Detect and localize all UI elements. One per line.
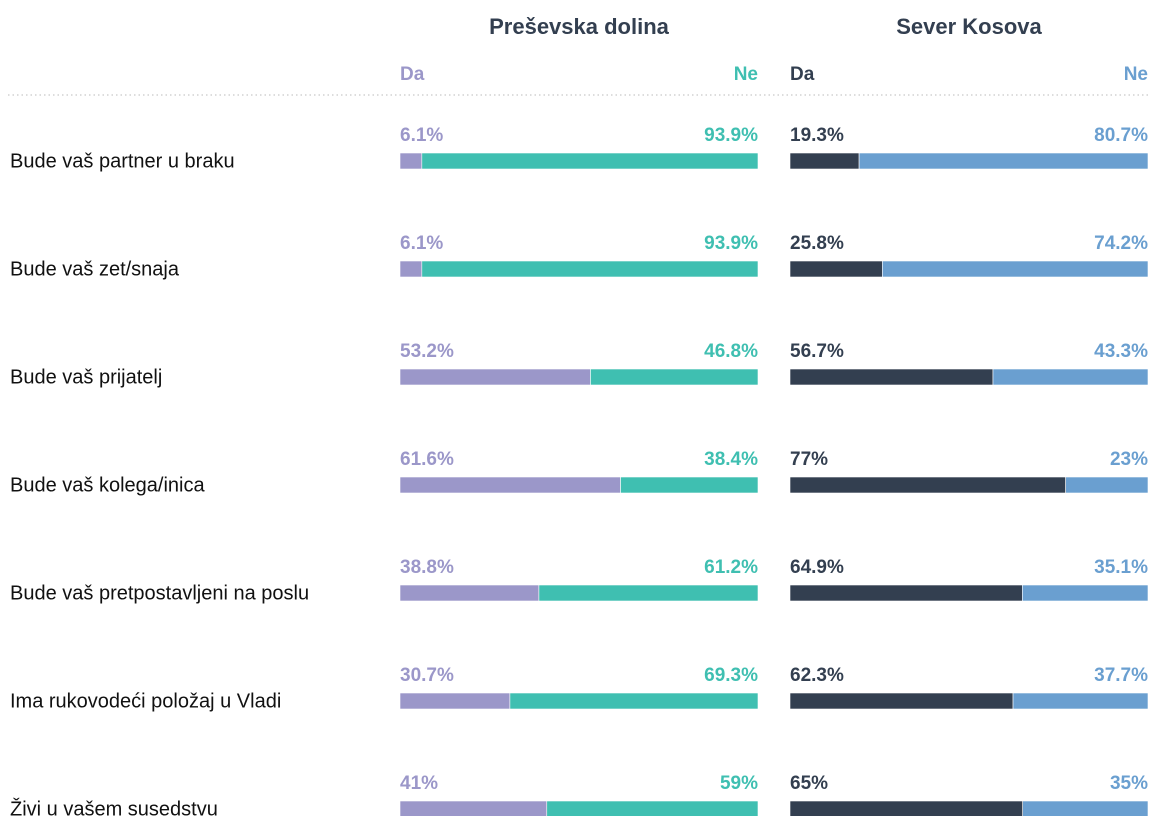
bar-segment <box>992 368 1149 386</box>
bar-segment <box>1022 584 1149 602</box>
bar-segment <box>538 584 759 602</box>
bar-segment <box>1022 800 1149 816</box>
bar-segment <box>421 152 759 170</box>
value-label: 61.2% <box>704 557 758 578</box>
bar-segment <box>399 368 591 386</box>
panel-title: Preševska dolina <box>489 14 670 39</box>
value-label: 6.1% <box>400 125 443 146</box>
value-label: 25.8% <box>790 233 844 254</box>
value-label: 38.8% <box>400 557 454 578</box>
bar-segment <box>789 260 883 278</box>
value-label: 41% <box>400 773 438 794</box>
category-label: Živi u vašem susedstvu <box>10 797 218 816</box>
bar-segment <box>789 368 994 386</box>
category-label: Bude vaš partner u braku <box>10 150 235 172</box>
value-label: 93.9% <box>704 233 758 254</box>
value-label: 59% <box>720 773 758 794</box>
value-label: 38.4% <box>704 449 758 470</box>
value-label: 35% <box>1110 773 1148 794</box>
panel-title: Sever Kosova <box>896 14 1042 39</box>
legend-label: Ne <box>1124 64 1148 85</box>
legend-label: Ne <box>734 64 758 85</box>
bar-segment <box>399 584 540 602</box>
category-label: Bude vaš zet/snaja <box>10 258 180 280</box>
bar-segment <box>399 692 511 710</box>
category-label: Bude vaš kolega/inica <box>10 474 205 496</box>
value-label: 62.3% <box>790 665 844 686</box>
bar-segment <box>858 152 1149 170</box>
bar-segment <box>1012 692 1149 710</box>
value-label: 6.1% <box>400 233 443 254</box>
value-label: 77% <box>790 449 828 470</box>
value-label: 93.9% <box>704 125 758 146</box>
category-label: Bude vaš pretpostavljeni na poslu <box>10 582 309 604</box>
value-label: 56.7% <box>790 341 844 362</box>
bar-segment <box>789 692 1014 710</box>
value-label: 30.7% <box>400 665 454 686</box>
bar-segment <box>590 368 759 386</box>
value-label: 65% <box>790 773 828 794</box>
value-label: 37.7% <box>1094 665 1148 686</box>
bar-segment <box>509 692 759 710</box>
value-label: 61.6% <box>400 449 454 470</box>
value-label: 69.3% <box>704 665 758 686</box>
bar-segment <box>620 476 759 494</box>
value-label: 53.2% <box>400 341 454 362</box>
bar-segment <box>1065 476 1149 494</box>
bar-segment <box>789 584 1023 602</box>
value-label: 74.2% <box>1094 233 1148 254</box>
bar-segment <box>789 152 860 170</box>
value-label: 19.3% <box>790 125 844 146</box>
bar-segment <box>789 800 1023 816</box>
legend-label: Da <box>790 64 815 85</box>
bar-segment <box>882 260 1149 278</box>
legend-label: Da <box>400 64 425 85</box>
value-label: 80.7% <box>1094 125 1148 146</box>
value-label: 46.8% <box>704 341 758 362</box>
bar-segment <box>399 800 548 816</box>
bar-segment <box>789 476 1066 494</box>
value-label: 35.1% <box>1094 557 1148 578</box>
bar-segment <box>399 260 423 278</box>
value-label: 43.3% <box>1094 341 1148 362</box>
bar-segment <box>399 152 423 170</box>
category-label: Ima rukovodeći položaj u Vladi <box>10 690 281 712</box>
bar-segment <box>546 800 759 816</box>
category-label: Bude vaš prijatelj <box>10 366 162 388</box>
value-label: 23% <box>1110 449 1148 470</box>
value-label: 64.9% <box>790 557 844 578</box>
bar-segment <box>399 476 621 494</box>
bar-segment <box>421 260 759 278</box>
